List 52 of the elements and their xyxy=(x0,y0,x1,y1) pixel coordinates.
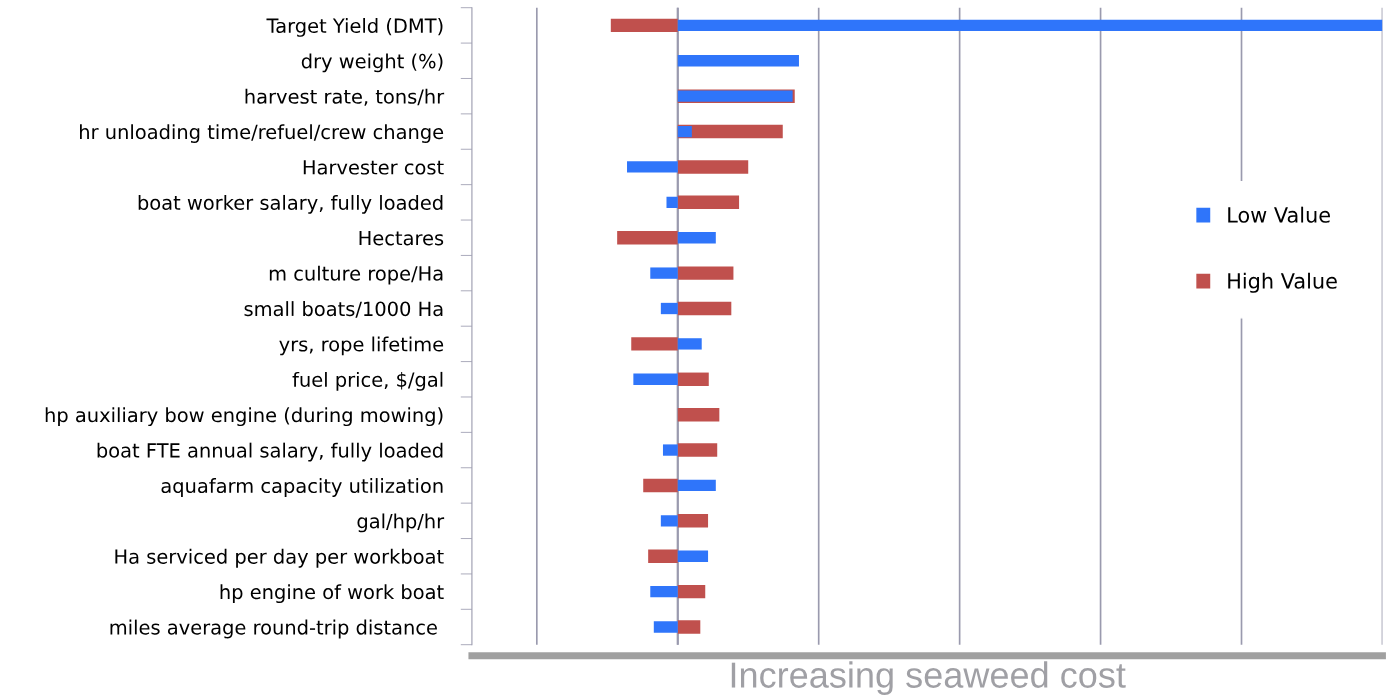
y-tick-label: Hectares xyxy=(359,230,444,246)
y-tick-label: harvest rate, tons/hr xyxy=(245,88,445,106)
bar xyxy=(677,19,1383,32)
y-tick-label: yrs, rope lifetime xyxy=(279,336,444,356)
bar xyxy=(677,407,720,422)
bar xyxy=(677,232,716,244)
bar xyxy=(627,161,678,173)
y-tick-label: boat worker salary, fully loaded xyxy=(138,194,443,214)
y-tick-label: hp auxiliary bow engine (during mowing) xyxy=(45,407,443,427)
y-tick-label: small boats/1000 Ha xyxy=(244,301,443,318)
bar xyxy=(677,372,709,387)
y-tick-label: gal/hp/hr xyxy=(357,513,445,533)
bar xyxy=(677,195,740,210)
y-tick-label: hp engine of work boat xyxy=(220,584,444,604)
bar xyxy=(677,584,706,599)
bar xyxy=(617,231,678,245)
bar xyxy=(660,515,678,527)
bar xyxy=(650,585,678,598)
y-tick-label: hr unloading time/refuel/crew change xyxy=(80,124,444,143)
bar xyxy=(677,125,692,138)
bar xyxy=(677,620,701,634)
y-tick-label: aquafarm capacity utilization xyxy=(161,478,443,497)
bar xyxy=(677,550,709,562)
x-axis-title: Increasing seaweed cost xyxy=(731,661,1126,696)
y-tick-label: Harvester cost xyxy=(303,160,444,175)
bar xyxy=(677,479,716,492)
bar xyxy=(677,160,749,174)
y-tick-label: m culture rope/Ha xyxy=(269,265,443,285)
bar xyxy=(677,514,709,528)
y-tick-label: fuel price, $/gal xyxy=(292,371,443,391)
bar xyxy=(643,478,678,493)
bar xyxy=(653,621,678,633)
bar xyxy=(648,549,678,563)
y-tick-label: dry weight (%) xyxy=(301,53,443,73)
bar xyxy=(610,18,678,33)
bar xyxy=(662,444,678,456)
y-tick-label: Ha serviced per day per workboat xyxy=(115,548,444,568)
bar xyxy=(631,337,678,351)
bar xyxy=(633,373,678,385)
y-tick-label: Target Yield (DMT) xyxy=(266,18,443,37)
legend-label: High Value xyxy=(1228,272,1337,293)
bar xyxy=(677,338,702,350)
bar xyxy=(660,302,678,315)
y-tick-label: miles average round-trip distance xyxy=(110,619,437,639)
bar xyxy=(650,267,678,279)
legend-label: Low Value xyxy=(1228,206,1330,223)
bar xyxy=(677,266,734,280)
bar xyxy=(677,443,718,457)
bar xyxy=(677,301,732,316)
y-tick-label: boat FTE annual salary, fully loaded xyxy=(97,442,443,462)
bar xyxy=(666,196,678,208)
bar xyxy=(677,55,799,67)
